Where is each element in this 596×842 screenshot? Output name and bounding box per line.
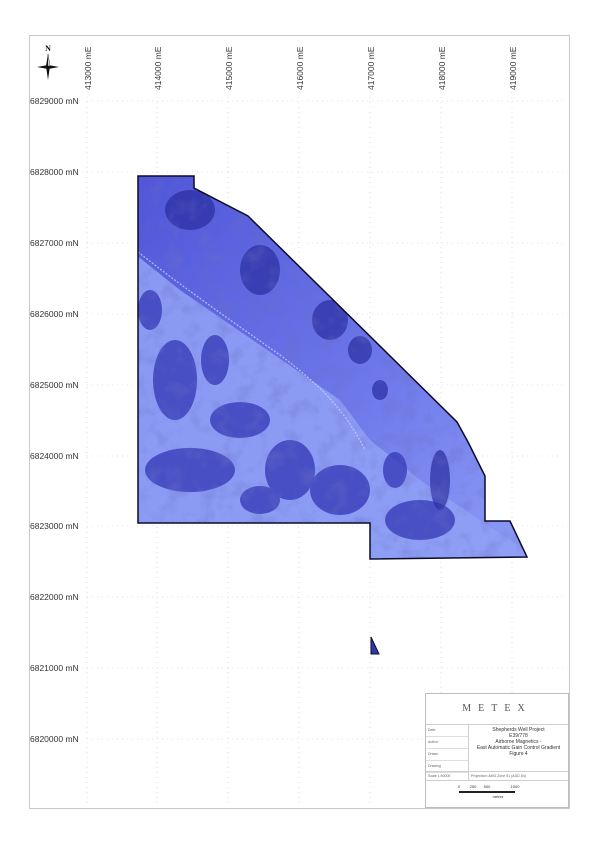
scale-projection-row: Scale 1:50000 Projection: AMG Zone 51 (A… [426, 771, 568, 781]
title-block: METEX Date Author Drawn Drawing Shepherd… [425, 693, 569, 808]
survey-fragment [370, 636, 380, 655]
grid-lines [86, 92, 566, 805]
survey-boundary [137, 175, 529, 560]
survey-area-image [138, 176, 527, 559]
northing-label: 6828000 mN [30, 167, 79, 177]
figure-number: Figure 4 [509, 751, 528, 757]
scale-tick: 500 [483, 784, 491, 789]
northing-label: 6826000 mN [30, 309, 79, 319]
scale-bar: 0 250 500 1000 metres [457, 784, 537, 802]
survey-type: Airborne Magnetics - [495, 739, 542, 745]
scale-unit: metres [492, 795, 504, 799]
title-fields: Date Author Drawn Drawing [426, 725, 469, 773]
author-field: Author [426, 737, 468, 749]
scale-tick: 0 [457, 784, 461, 789]
company-logo: METEX [426, 694, 568, 725]
project-info: Shepherds Well Project E39/778 Airborne … [469, 727, 568, 757]
northing-label: 6822000 mN [30, 592, 79, 602]
northing-label: 6829000 mN [30, 96, 79, 106]
project-title: Shepherds Well Project [492, 727, 545, 733]
drawing-field: Drawing [426, 761, 468, 773]
drawn-field: Drawn [426, 749, 468, 761]
northing-label: 6820000 mN [30, 734, 79, 744]
north-label: N [45, 44, 51, 53]
northing-label: 6825000 mN [30, 380, 79, 390]
scale-tick: 250 [469, 784, 477, 789]
northing-label: 6821000 mN [30, 663, 79, 673]
northing-label: 6823000 mN [30, 521, 79, 531]
scale-tick: 1000 [510, 784, 520, 789]
northing-label: 6827000 mN [30, 238, 79, 248]
date-field: Date [426, 725, 468, 737]
projection-text: Projection: AMG Zone 51 (AGD 84) [471, 774, 526, 778]
north-arrow-icon: N [33, 44, 63, 84]
scale-text: Scale 1:50000 [428, 774, 451, 778]
northing-label: 6824000 mN [30, 451, 79, 461]
tenement-id: E39/778 [509, 733, 528, 739]
product-name: East Automatic Gain Control Gradient [476, 745, 561, 751]
